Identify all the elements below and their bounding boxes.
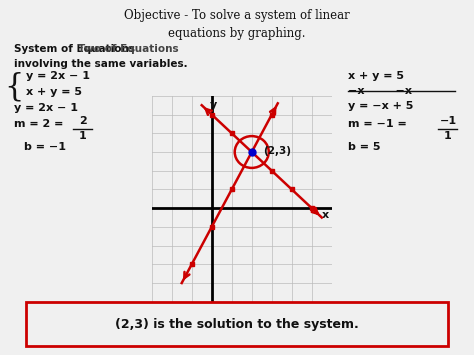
Text: x + y = 5: x + y = 5 bbox=[26, 87, 82, 97]
Text: (2,3) is the solution to the system.: (2,3) is the solution to the system. bbox=[115, 318, 359, 331]
Text: 1: 1 bbox=[79, 131, 87, 141]
Text: System of Equations: System of Equations bbox=[14, 44, 135, 54]
Text: involving the same variables.: involving the same variables. bbox=[14, 59, 188, 69]
Text: x + y = 5: x + y = 5 bbox=[348, 71, 404, 81]
Text: x: x bbox=[322, 210, 329, 220]
Text: (2,3): (2,3) bbox=[263, 146, 291, 156]
Text: −x        −x: −x −x bbox=[348, 86, 412, 96]
Text: equations by graphing.: equations by graphing. bbox=[168, 27, 306, 40]
Text: y = 2x − 1: y = 2x − 1 bbox=[14, 103, 78, 113]
Text: b = −1: b = −1 bbox=[24, 142, 66, 152]
Text: y: y bbox=[210, 100, 218, 110]
Text: −1: −1 bbox=[439, 116, 456, 126]
Text: Objective - To solve a system of linear: Objective - To solve a system of linear bbox=[124, 9, 350, 22]
Text: 2: 2 bbox=[79, 116, 87, 126]
Text: b = 5: b = 5 bbox=[348, 142, 381, 152]
Text: y = 2x − 1: y = 2x − 1 bbox=[26, 71, 90, 81]
Text: {: { bbox=[5, 71, 24, 102]
Text: 1: 1 bbox=[444, 131, 452, 141]
Text: y = −x + 5: y = −x + 5 bbox=[348, 101, 414, 111]
Text: m = −1 =: m = −1 = bbox=[348, 119, 407, 129]
Text: Two of Equations: Two of Equations bbox=[78, 44, 179, 54]
Text: m = 2 =: m = 2 = bbox=[14, 119, 64, 129]
